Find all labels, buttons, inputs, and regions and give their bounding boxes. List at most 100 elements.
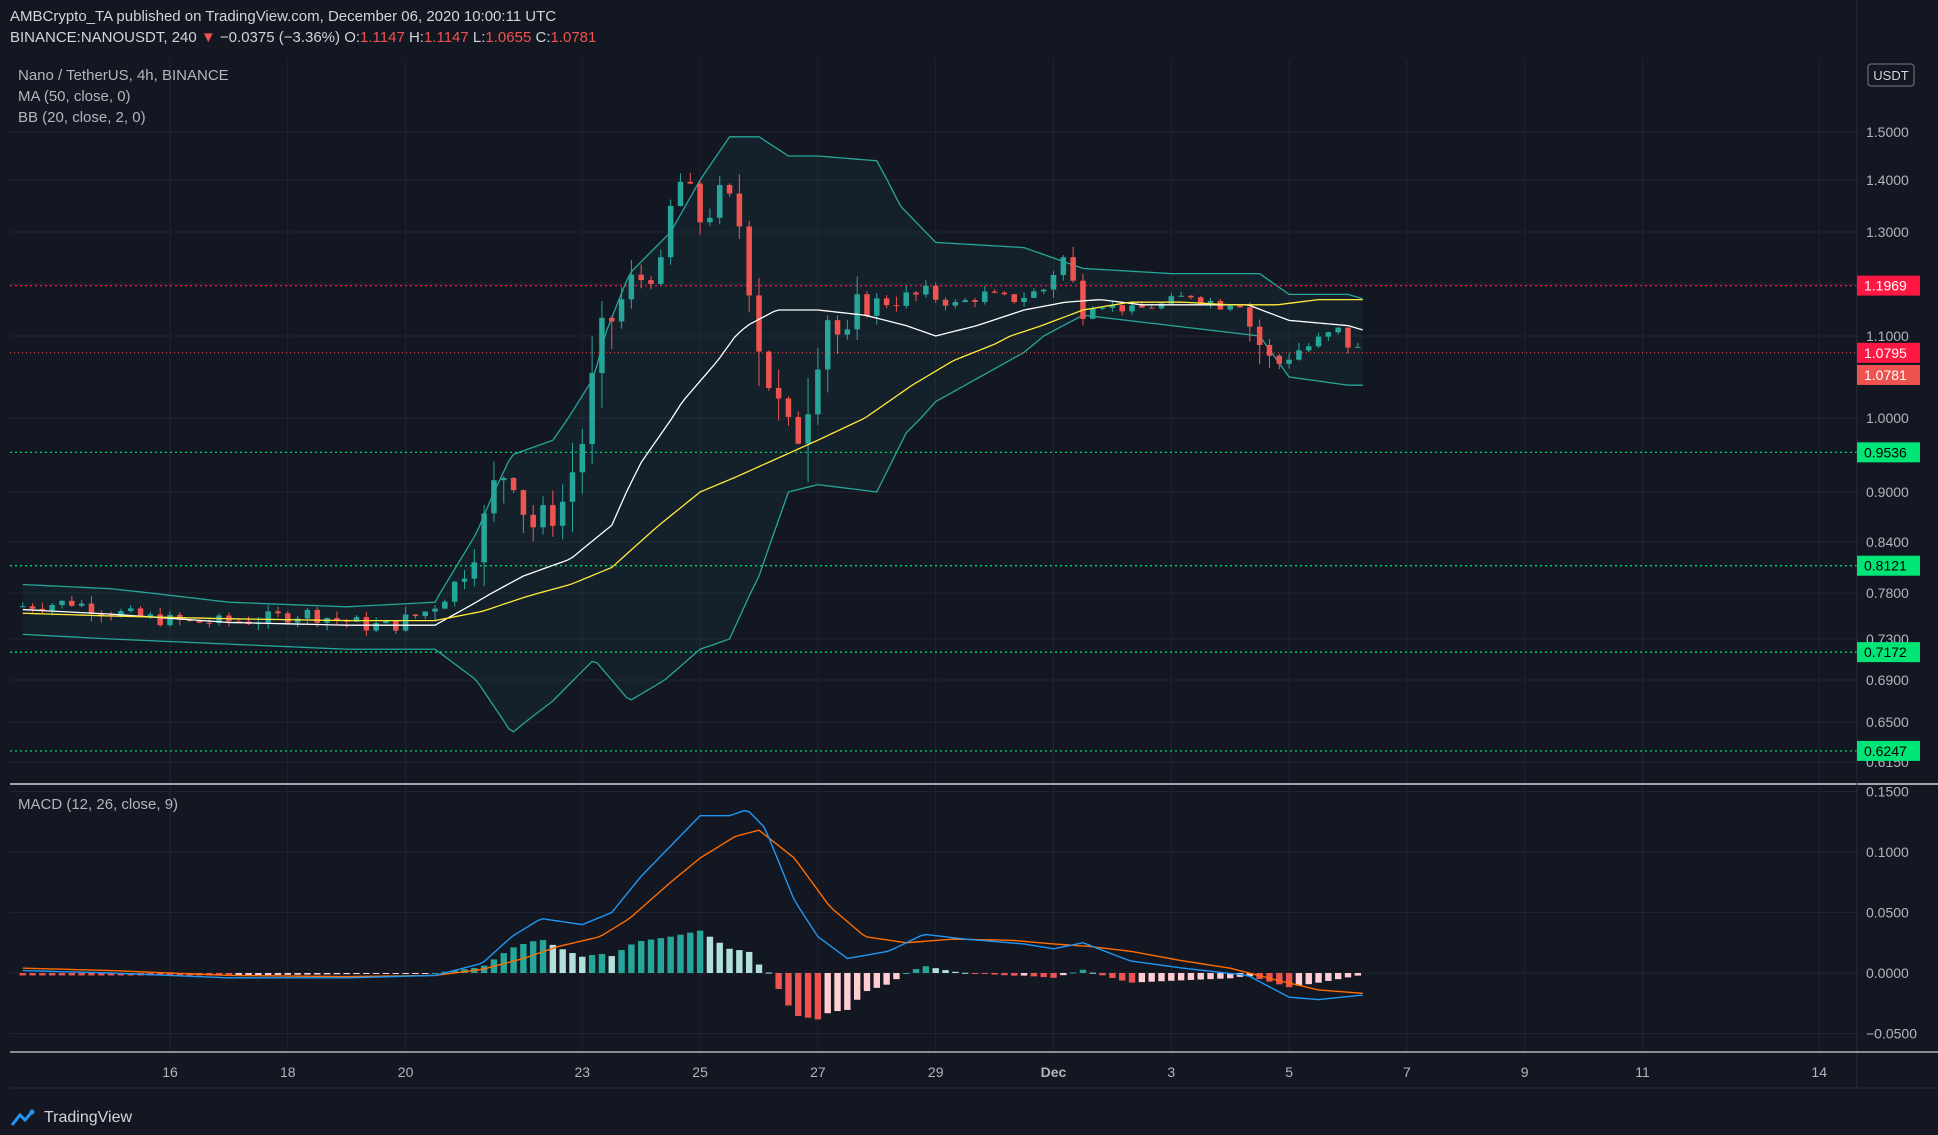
macd-line [22,809,1363,1001]
candle [824,315,831,393]
macd-histogram-bar [1197,973,1204,980]
candle-body [1040,289,1047,292]
macd-histogram-bar [451,970,458,973]
macd-histogram-bar [824,973,831,1014]
macd-histogram-bar [834,973,841,1012]
date-tick-label: 25 [692,1064,708,1080]
axes: USDT1.50001.40001.30001.20001.10001.0000… [10,0,1938,1089]
candle [1060,255,1067,281]
candle [1296,343,1302,361]
candle [903,285,909,309]
level-price-tag [1857,555,1920,576]
candle-body [550,505,556,526]
macd-histogram-bar [706,936,714,973]
candle [658,249,664,286]
bb-fill [22,136,1363,732]
macd-histogram-bar [1334,973,1342,980]
candle-body [972,300,978,302]
macd-histogram-bar [294,973,301,975]
candle-body [1080,280,1086,319]
candle [285,611,291,626]
candle-body [1355,346,1361,348]
candle [540,496,546,535]
level-price-tag [1857,642,1920,663]
price-tick-label: 0.7800 [1866,585,1909,601]
candle-body [932,285,939,300]
date-tick-label: 18 [280,1064,296,1080]
candle-body [137,608,144,617]
candle [982,286,988,305]
candle-body [1198,297,1204,303]
candle [29,603,36,613]
candle [412,614,419,619]
candle-body [903,292,909,306]
macd-histogram-bar [1276,973,1283,985]
macd-histogram-bar [853,973,861,1000]
macd-histogram-bar [1344,973,1352,978]
candle [550,490,556,537]
macd-histogram-bar [618,950,625,973]
macd-histogram-bar [1325,973,1332,981]
candle-body [1158,303,1165,309]
tradingview-brand[interactable]: TradingView [10,1109,132,1127]
level-price-label: 0.7172 [1864,644,1907,660]
candle-body [844,329,851,335]
macd-histogram-bar [29,973,36,976]
macd-histogram-bar [991,973,998,975]
date-tick-label: 5 [1285,1064,1293,1080]
candle [39,602,46,615]
candle-body [491,480,497,514]
candle-body [648,280,654,284]
candle [815,347,821,425]
candle [1031,288,1037,299]
macd-histogram-bar [971,973,979,974]
candle [530,505,536,542]
candle-body [196,620,203,623]
macd-histogram-bar [1148,973,1155,982]
candle-body [186,619,193,621]
macd-histogram-bar [363,973,370,974]
publish-text: AMBCrypto_TA published on TradingView.co… [10,8,557,25]
candle-body [1119,304,1125,312]
candle-body [697,183,703,223]
candle [88,596,95,622]
ma-legend[interactable]: MA (50, close, 0) [18,88,131,105]
candle-body [991,291,998,293]
macd-histogram-bar [402,973,409,974]
candle-body [540,505,546,528]
candle [510,476,517,494]
candle [618,287,625,329]
level-price-label: 0.8121 [1864,558,1907,574]
macd-histogram-bar [1246,973,1254,977]
candle [20,602,26,608]
candle [991,289,998,294]
candle-body [687,181,694,184]
candle-body [775,388,782,399]
bb-legend[interactable]: BB (20, close, 2, 0) [18,109,146,126]
macd-tick-label: 0.0500 [1866,905,1909,921]
macd-histogram-bar [431,973,439,974]
candle-body [834,320,841,335]
macd-histogram-bar [1099,973,1106,976]
candle-body [451,581,458,602]
candle-body [442,601,448,609]
macd-legend[interactable]: MACD (12, 26, close, 9) [18,796,179,813]
candle-body [1266,345,1273,356]
candle [599,300,605,408]
macd-histogram-bar [1030,973,1038,977]
pair-legend[interactable]: Nano / TetherUS, 4h, BINANCE [18,67,229,84]
candle [1315,332,1322,349]
candle-body [589,373,595,445]
macd-histogram-bar [549,944,557,973]
candle [520,489,527,533]
symbol-label: BINANCE:NANOUSDT, 240 [10,29,197,46]
macd-histogram-bar [1138,973,1146,983]
open-value: 1.1147 [360,29,405,46]
candle [952,299,959,309]
macd-histogram-bar [1011,973,1018,976]
indicator-lines [22,298,1363,626]
macd-histogram-bar [1040,973,1047,978]
macd-histogram-bar [1020,973,1028,976]
